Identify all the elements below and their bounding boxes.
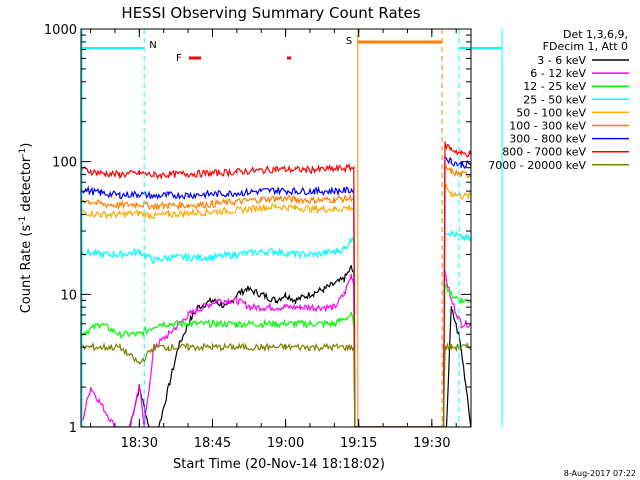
- legend-label: 100 - 300 keV: [509, 120, 586, 133]
- legend-label: 3 - 6 keV: [537, 54, 586, 67]
- series-line: [81, 341, 471, 427]
- legend: Det 1,3,6,9, FDecim 1, Att 0 3 - 6 keV6 …: [488, 28, 629, 172]
- saa-label: S: [346, 36, 352, 47]
- series-line: [81, 265, 471, 427]
- legend-header-line-1: Det 1,3,6,9,: [563, 28, 628, 41]
- x-axis-ticks: 18:30 18:45 19:00 19:15 19:30: [90, 29, 457, 451]
- legend-label: 7000 - 20000 keV: [488, 159, 586, 172]
- legend-header-line-2: FDecim 1, Att 0: [543, 40, 628, 53]
- y-axis-ticks: 1 10 100 1000: [44, 23, 471, 436]
- series-line: [81, 267, 471, 427]
- flare-label: F: [176, 53, 182, 64]
- x-tick-label: 19:15: [340, 436, 377, 451]
- x-tick-label: 18:45: [194, 436, 231, 451]
- footer-date: 8-Aug-2017 07:22: [564, 469, 636, 478]
- y-tick-label: 1000: [44, 23, 77, 38]
- series-line: [81, 141, 471, 427]
- x-tick-label: 19:30: [413, 436, 450, 451]
- series-layer: [81, 141, 471, 427]
- legend-label: 25 - 50 keV: [523, 93, 586, 106]
- y-axis-label: Count Rate (s-1 detector-1): [18, 143, 34, 314]
- y-tick-label: 10: [60, 288, 77, 303]
- series-line: [81, 182, 471, 427]
- legend-label: 50 - 100 keV: [516, 106, 586, 119]
- legend-label: 12 - 25 keV: [523, 80, 586, 93]
- legend-label: 800 - 7000 keV: [502, 146, 586, 159]
- x-tick-label: 19:00: [267, 436, 304, 451]
- series-line: [81, 163, 471, 427]
- legend-label: 300 - 800 keV: [509, 133, 586, 146]
- x-tick-label: 18:30: [121, 436, 158, 451]
- series-line: [81, 230, 471, 427]
- annotation-layer: N F S: [81, 29, 503, 427]
- series-line: [81, 281, 471, 427]
- x-axis-label: Start Time (20-Nov-14 18:18:02): [173, 457, 385, 472]
- chart-title: HESSI Observing Summary Count Rates: [121, 4, 420, 22]
- y-tick-label: 100: [52, 156, 77, 171]
- plot-frame: [80, 28, 472, 428]
- legend-label: 6 - 12 keV: [530, 67, 586, 80]
- y-tick-label: 1: [69, 421, 77, 436]
- series-line: [81, 154, 471, 427]
- night-label: N: [149, 40, 156, 51]
